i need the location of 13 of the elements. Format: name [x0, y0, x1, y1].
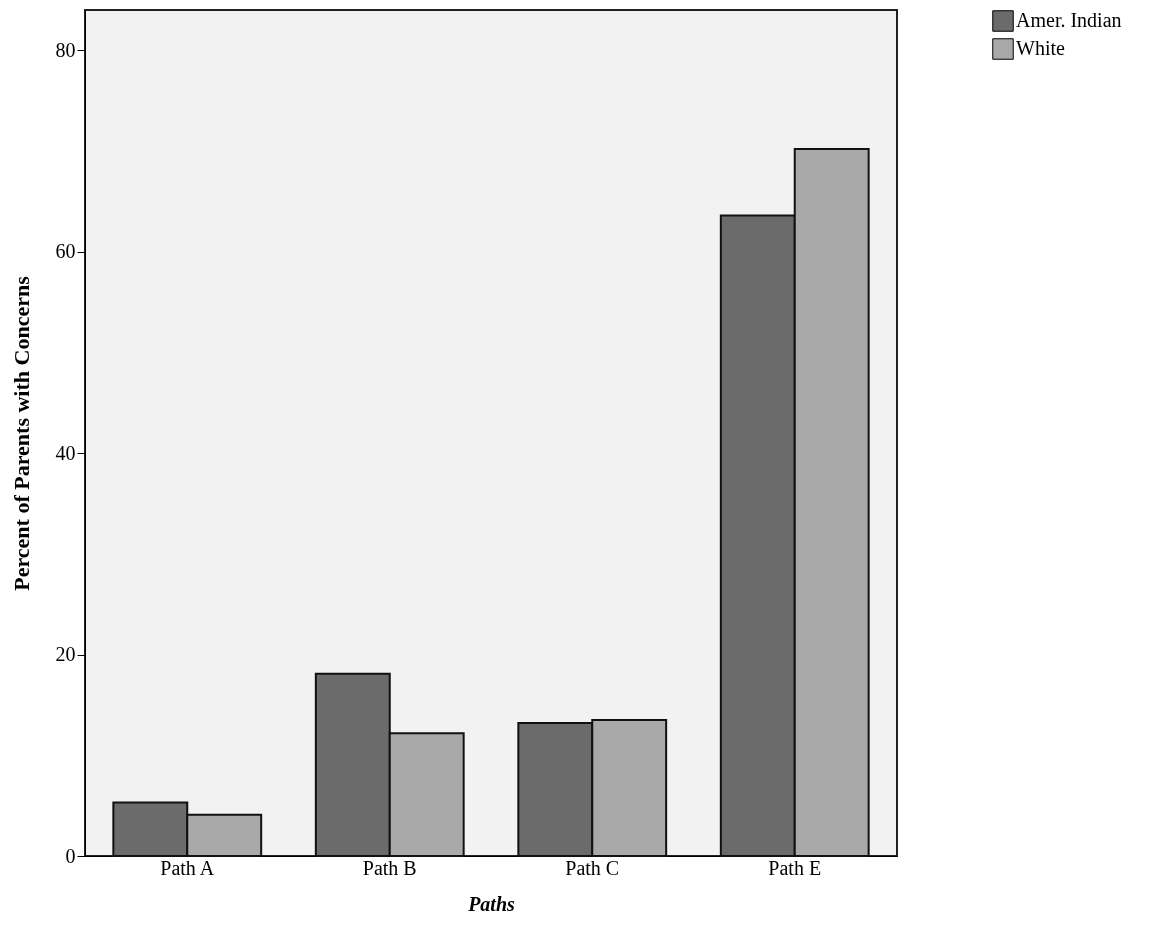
x-tick-label: Path C: [565, 856, 620, 879]
y-tick-label: 20: [55, 643, 76, 666]
legend-label: Amer. Indian: [1016, 9, 1122, 31]
x-axis-title: Paths: [467, 892, 516, 915]
y-tick-label: 80: [55, 38, 76, 61]
legend-label: White: [1016, 37, 1065, 59]
y-tick-label: 40: [55, 441, 76, 464]
y-tick-label: 60: [55, 240, 76, 263]
x-tick-label: Path A: [160, 856, 215, 879]
x-tick-label: Path E: [768, 856, 822, 879]
x-tick-label: Path B: [362, 856, 417, 879]
y-axis-title: Percent of Parents with Concerns: [8, 275, 34, 591]
y-tick-label: 0: [65, 844, 76, 867]
